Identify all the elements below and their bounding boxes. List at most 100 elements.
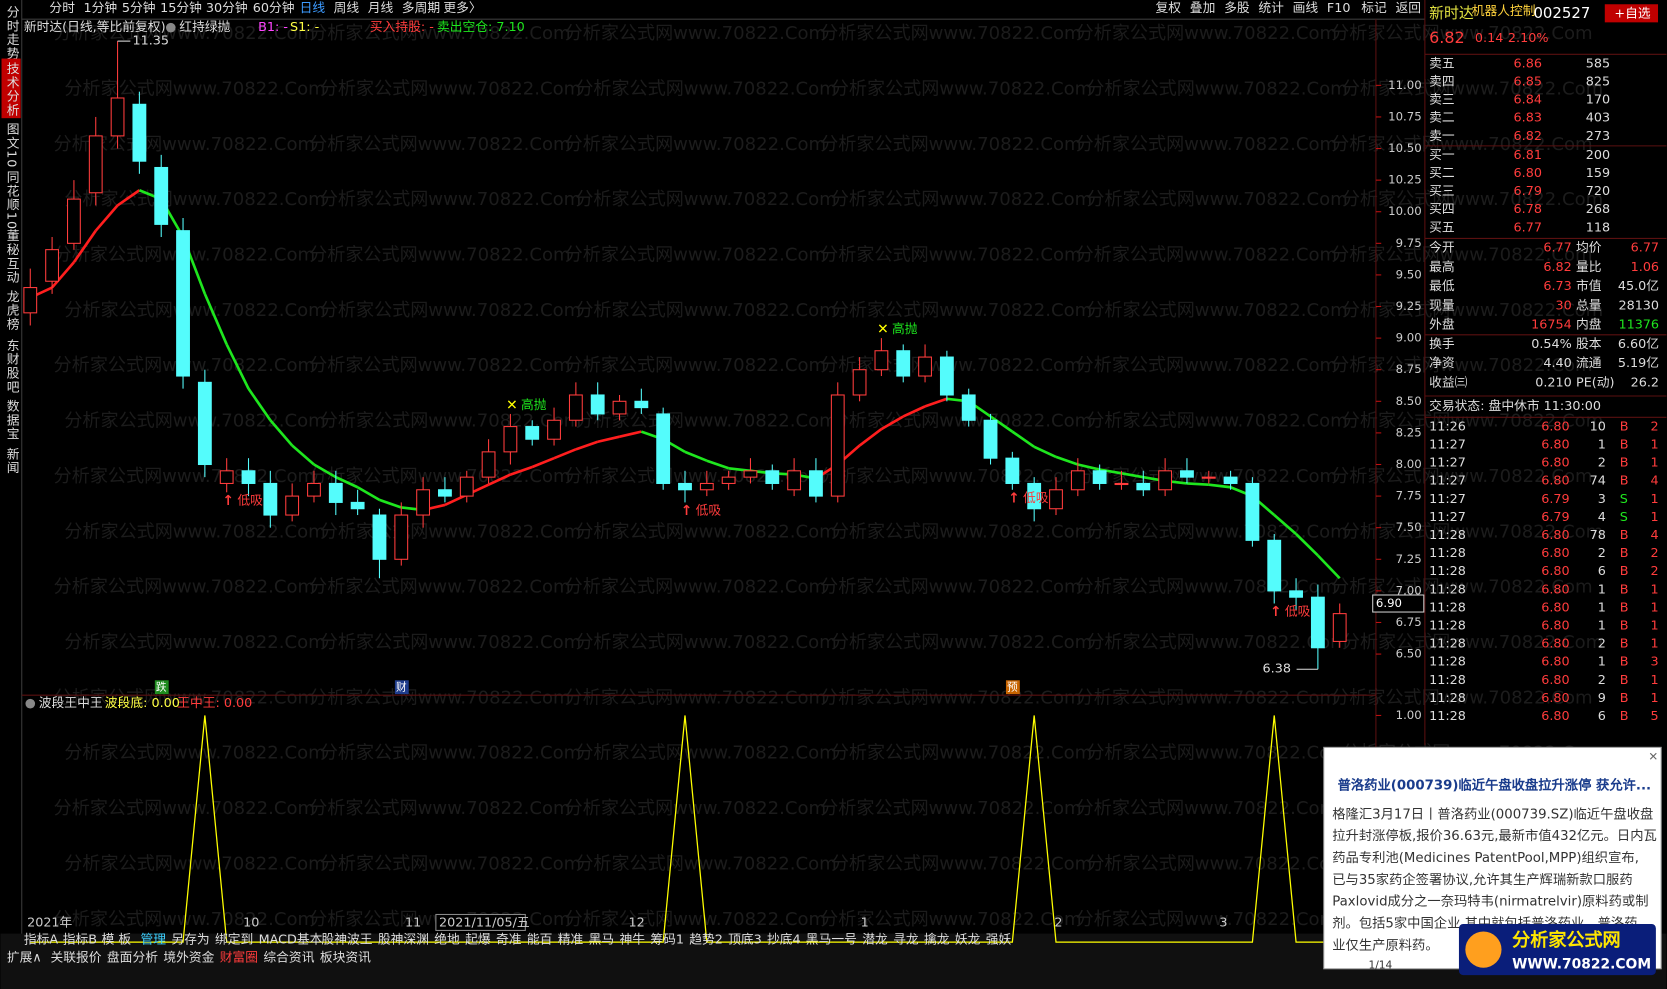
candle-body [939, 356, 954, 396]
y-tick-label: 7.25 [1396, 552, 1422, 566]
candle-body [918, 356, 932, 377]
indicator-tab[interactable]: 能百 [527, 933, 553, 948]
side-tab[interactable]: 同花顺10 [4, 170, 19, 230]
side-tab[interactable]: 董秘互动 [4, 229, 19, 285]
period-tab[interactable]: 30分钟 [206, 0, 248, 16]
trade-side: B [1620, 456, 1629, 471]
indicator-tab[interactable]: 股神波王 [321, 933, 372, 948]
annotation: 低吸 [1285, 605, 1311, 620]
news-title[interactable]: 普洛药业(000739)临近午盘收盘拉升涨停 获允许... [1338, 777, 1652, 794]
y-tick-label: 7.75 [1396, 489, 1422, 503]
watermark: 分析家公式网www.70822.Com [1342, 78, 1603, 99]
watermark: 分析家公式网www.70822.Com [320, 521, 581, 542]
candle-body [481, 451, 496, 478]
bottom-tab[interactable]: 扩展∧ [7, 951, 42, 966]
signal-mark: ✕ [506, 397, 518, 413]
period-tab[interactable]: 15分钟 [160, 0, 202, 16]
tool-button[interactable]: 多股 [1224, 1, 1250, 16]
bottom-tab[interactable]: 板块资讯 [320, 951, 371, 966]
indicator-tab[interactable]: 指标A [24, 933, 59, 948]
indicator-tab[interactable]: 筹码1 [650, 932, 684, 948]
indicator-tab[interactable]: 奇准 [496, 932, 522, 948]
bottom-tab[interactable]: 财富圈 [220, 950, 258, 966]
stat-value: 16754 [1531, 318, 1572, 333]
period-tab[interactable]: 60分钟 [253, 0, 295, 16]
news-pager[interactable]: 1/14 [1368, 959, 1392, 972]
period-tab[interactable]: 月线 [368, 1, 394, 16]
indicator-tab[interactable]: 绝地 [434, 932, 460, 948]
trade-count: 1 [1651, 510, 1659, 525]
candle-body [1136, 482, 1151, 491]
indicator-tab[interactable]: 寻龙 [893, 933, 919, 948]
stat-label: 市值 [1576, 278, 1602, 294]
candle-body [66, 198, 81, 244]
side-tab[interactable]: 新闻 [4, 446, 19, 474]
bottom-tab[interactable]: 盘面分析 [107, 950, 158, 966]
indicator-tab[interactable]: 绑定到 [215, 933, 253, 948]
indicator-tab[interactable]: 另存为 [171, 933, 209, 948]
candle-body [503, 426, 518, 453]
indicator-tab[interactable]: 妖龙 [955, 933, 981, 948]
fav-label[interactable]: +自选 [1614, 6, 1650, 21]
indicator-tab[interactable]: 黑马 [589, 933, 615, 948]
tool-button[interactable]: 返回 [1395, 1, 1421, 16]
tool-button[interactable]: 复权 [1156, 0, 1182, 16]
period-tab[interactable]: 多周期 [402, 1, 440, 16]
candle-body [176, 230, 190, 377]
candle-body [547, 419, 561, 440]
close-button[interactable]: ✕ [1648, 749, 1658, 763]
tool-button[interactable]: F10 [1327, 1, 1351, 16]
watermark: 分析家公式网www.70822.Com [1076, 23, 1337, 44]
indicator-tab[interactable]: 顶底3 [728, 932, 762, 948]
bottom-tab[interactable]: 关联报价 [50, 951, 101, 966]
tool-button[interactable]: 标记 [1361, 1, 1387, 16]
bottom-tab[interactable]: 境外资金 [163, 950, 214, 966]
period-tab[interactable]: 1分钟 [83, 0, 117, 16]
watermark: 分析家公式网www.70822.Com [64, 853, 325, 874]
period-tab[interactable]: 5分钟 [122, 0, 156, 16]
trade-time: 11:27 [1429, 474, 1466, 489]
indicator-tab[interactable]: 起爆 [465, 933, 491, 948]
indicator-tab[interactable]: 黑马一号 [806, 933, 857, 948]
indicator-tab[interactable]: 神牛 [620, 933, 646, 948]
event-tag-box [154, 680, 169, 695]
indicator-tab[interactable]: 模 板 [102, 933, 132, 948]
indicator-tab[interactable]: 管理 [140, 933, 166, 948]
indicator-tab[interactable]: 指标B [63, 933, 97, 948]
bottom-tab[interactable]: 综合资讯 [263, 951, 314, 966]
indicator-tab[interactable]: 潜龙 [862, 933, 888, 948]
side-tab[interactable]: 图文10 [4, 122, 19, 168]
crosshair-date-box [435, 913, 526, 931]
tool-button[interactable]: 画线 [1293, 1, 1319, 16]
watermark: 分析家公式网www.70822.Com [309, 798, 570, 819]
annotation: 低吸 [696, 503, 722, 518]
indicator-tab[interactable]: 股神深渊 [378, 933, 429, 948]
period-tab[interactable]: 分时 [49, 1, 75, 16]
fav-button[interactable] [1604, 4, 1659, 23]
indicator-tab[interactable]: 抄底4 [767, 932, 801, 948]
side-tab[interactable]: 技术分析 [4, 62, 19, 117]
stock-code: 002527 [1533, 4, 1590, 22]
period-tab[interactable]: 日线 [300, 1, 326, 16]
watermark: 分析家公式网www.70822.Com [820, 798, 1081, 819]
candle-body [1310, 596, 1325, 649]
period-tab[interactable]: 周线 [334, 1, 360, 16]
side-tab[interactable]: 龙虎榜 [4, 290, 19, 332]
side-tab[interactable]: 分时走势 [4, 5, 19, 60]
indicator-tab[interactable]: 趋势2 [689, 932, 723, 948]
ma-segment [1099, 468, 1122, 475]
tool-button[interactable]: 统计 [1258, 1, 1284, 16]
trade-price: 6.79 [1541, 492, 1569, 507]
indicator-tab[interactable]: MACD基本 [259, 933, 323, 948]
trade-side: B [1620, 474, 1629, 489]
side-tab[interactable]: 数据宝 [4, 399, 19, 441]
candle-body [590, 394, 605, 415]
indicator-tab[interactable]: 精准 [558, 933, 584, 948]
indicator-tab[interactable]: 擒龙 [924, 932, 950, 948]
period-tab[interactable]: 更多〉 [443, 1, 481, 16]
indicator-tab[interactable]: 强妖 [986, 933, 1012, 948]
tool-button[interactable]: 叠加 [1190, 1, 1216, 16]
trade-time: 11:27 [1429, 437, 1466, 452]
side-tab[interactable]: 东财股吧 [4, 339, 19, 394]
